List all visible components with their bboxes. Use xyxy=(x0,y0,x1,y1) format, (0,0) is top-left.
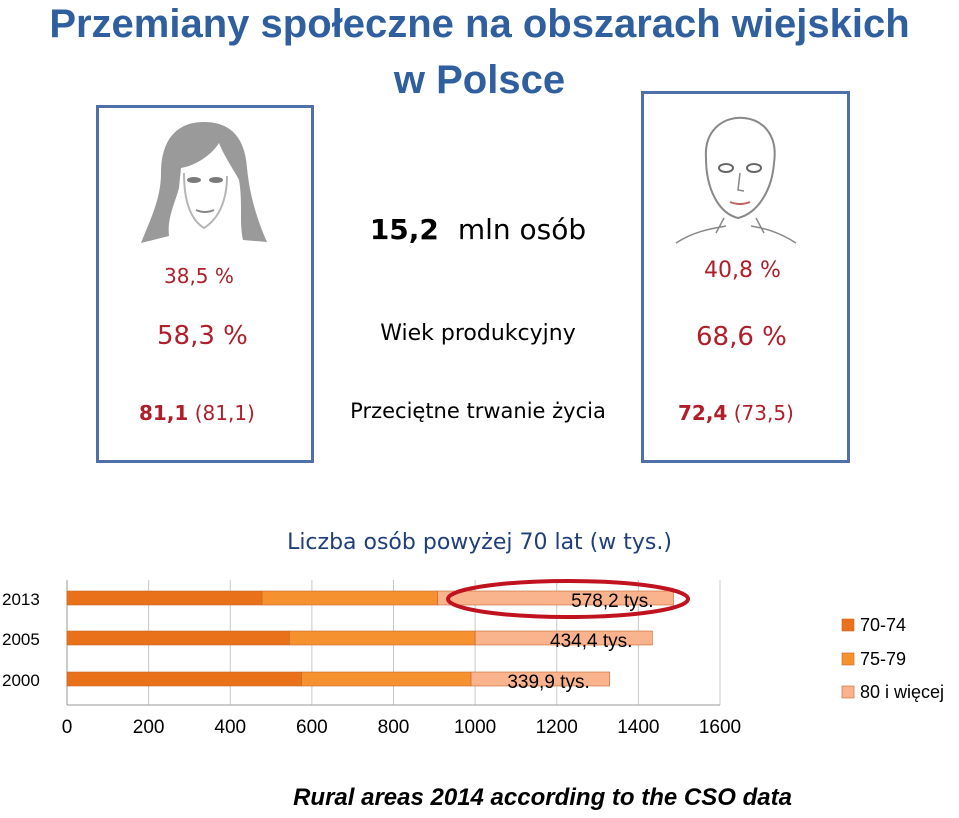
x-tick-label: 1200 xyxy=(536,717,578,738)
x-tick-label: 1600 xyxy=(699,717,741,738)
bar-2000-70-74 xyxy=(66,671,302,687)
bar-2013-80-i-więcej xyxy=(437,590,674,606)
bar-2013-70-74 xyxy=(66,590,263,606)
women-share: 38,5 % xyxy=(164,264,234,288)
x-tick-label: 800 xyxy=(378,717,410,738)
page-title-line2: w Polsce xyxy=(393,58,566,102)
bar-2005-75-79 xyxy=(289,630,476,646)
data-label: 339,9 tys. xyxy=(507,672,589,693)
legend-swatch xyxy=(841,652,855,666)
men-working-age: 68,6 % xyxy=(696,322,787,352)
bar-2000-80-i-więcej xyxy=(470,671,611,687)
women-life-expectancy-value: 81,1 xyxy=(139,401,189,425)
legend-label: 80 i więcej xyxy=(860,682,944,702)
legend-swatch xyxy=(841,685,855,699)
data-label: 578,2 tys. xyxy=(571,591,653,612)
bar-2013-75-79 xyxy=(261,590,438,606)
y-tick-label: 2013 xyxy=(2,590,40,609)
legend-label: 70-74 xyxy=(860,615,906,635)
x-tick-label: 0 xyxy=(62,717,73,738)
men-life-expectancy-value: 72,4 xyxy=(678,401,728,425)
bar-2000-75-79 xyxy=(301,671,472,687)
x-tick-label: 1400 xyxy=(617,717,659,738)
x-tick-label: 1000 xyxy=(454,717,496,738)
bar-2005-80-i-więcej xyxy=(474,630,653,646)
women-life-expectancy: 81,1 (81,1) xyxy=(139,401,255,425)
x-tick-label: 200 xyxy=(133,717,165,738)
women-life-expectancy-prev: (81,1) xyxy=(194,401,255,425)
footer-caption: Rural areas 2014 according to the CSO da… xyxy=(293,784,792,811)
population-value: 15,2 xyxy=(369,213,439,246)
men-share: 40,8 % xyxy=(704,258,781,283)
data-label: 434,4 tys. xyxy=(550,631,632,652)
bar-2005-70-74 xyxy=(66,630,290,646)
life-expectancy-label: Przeciętne trwanie życia xyxy=(350,399,606,423)
men-life-expectancy: 72,4 (73,5) xyxy=(678,401,794,425)
women-working-age: 58,3 % xyxy=(157,321,248,351)
men-panel: 40,8 % 68,6 % 72,4 (73,5) xyxy=(641,91,850,463)
x-tick-label: 400 xyxy=(214,717,246,738)
legend-swatch xyxy=(841,618,855,632)
women-panel: 38,5 % 58,3 % 81,1 (81,1) xyxy=(96,105,314,463)
page-title: Przemiany społeczne na obszarach wiejski… xyxy=(49,2,910,46)
chart-title: Liczba osób powyżej 70 lat (w tys.) xyxy=(287,530,672,555)
y-tick-label: 2000 xyxy=(2,671,40,690)
population-total: 15,2 mln osób xyxy=(318,213,638,246)
highlight-ellipse xyxy=(446,579,690,619)
y-tick-label: 2005 xyxy=(2,630,40,649)
x-tick-label: 600 xyxy=(296,717,328,738)
man-face-icon xyxy=(675,116,797,244)
men-life-expectancy-prev: (73,5) xyxy=(733,401,794,425)
population-unit: mln osób xyxy=(457,213,587,246)
woman-face-icon xyxy=(141,122,267,243)
legend-label: 75-79 xyxy=(860,649,906,669)
working-age-label: Wiek produkcyjny xyxy=(380,321,576,346)
